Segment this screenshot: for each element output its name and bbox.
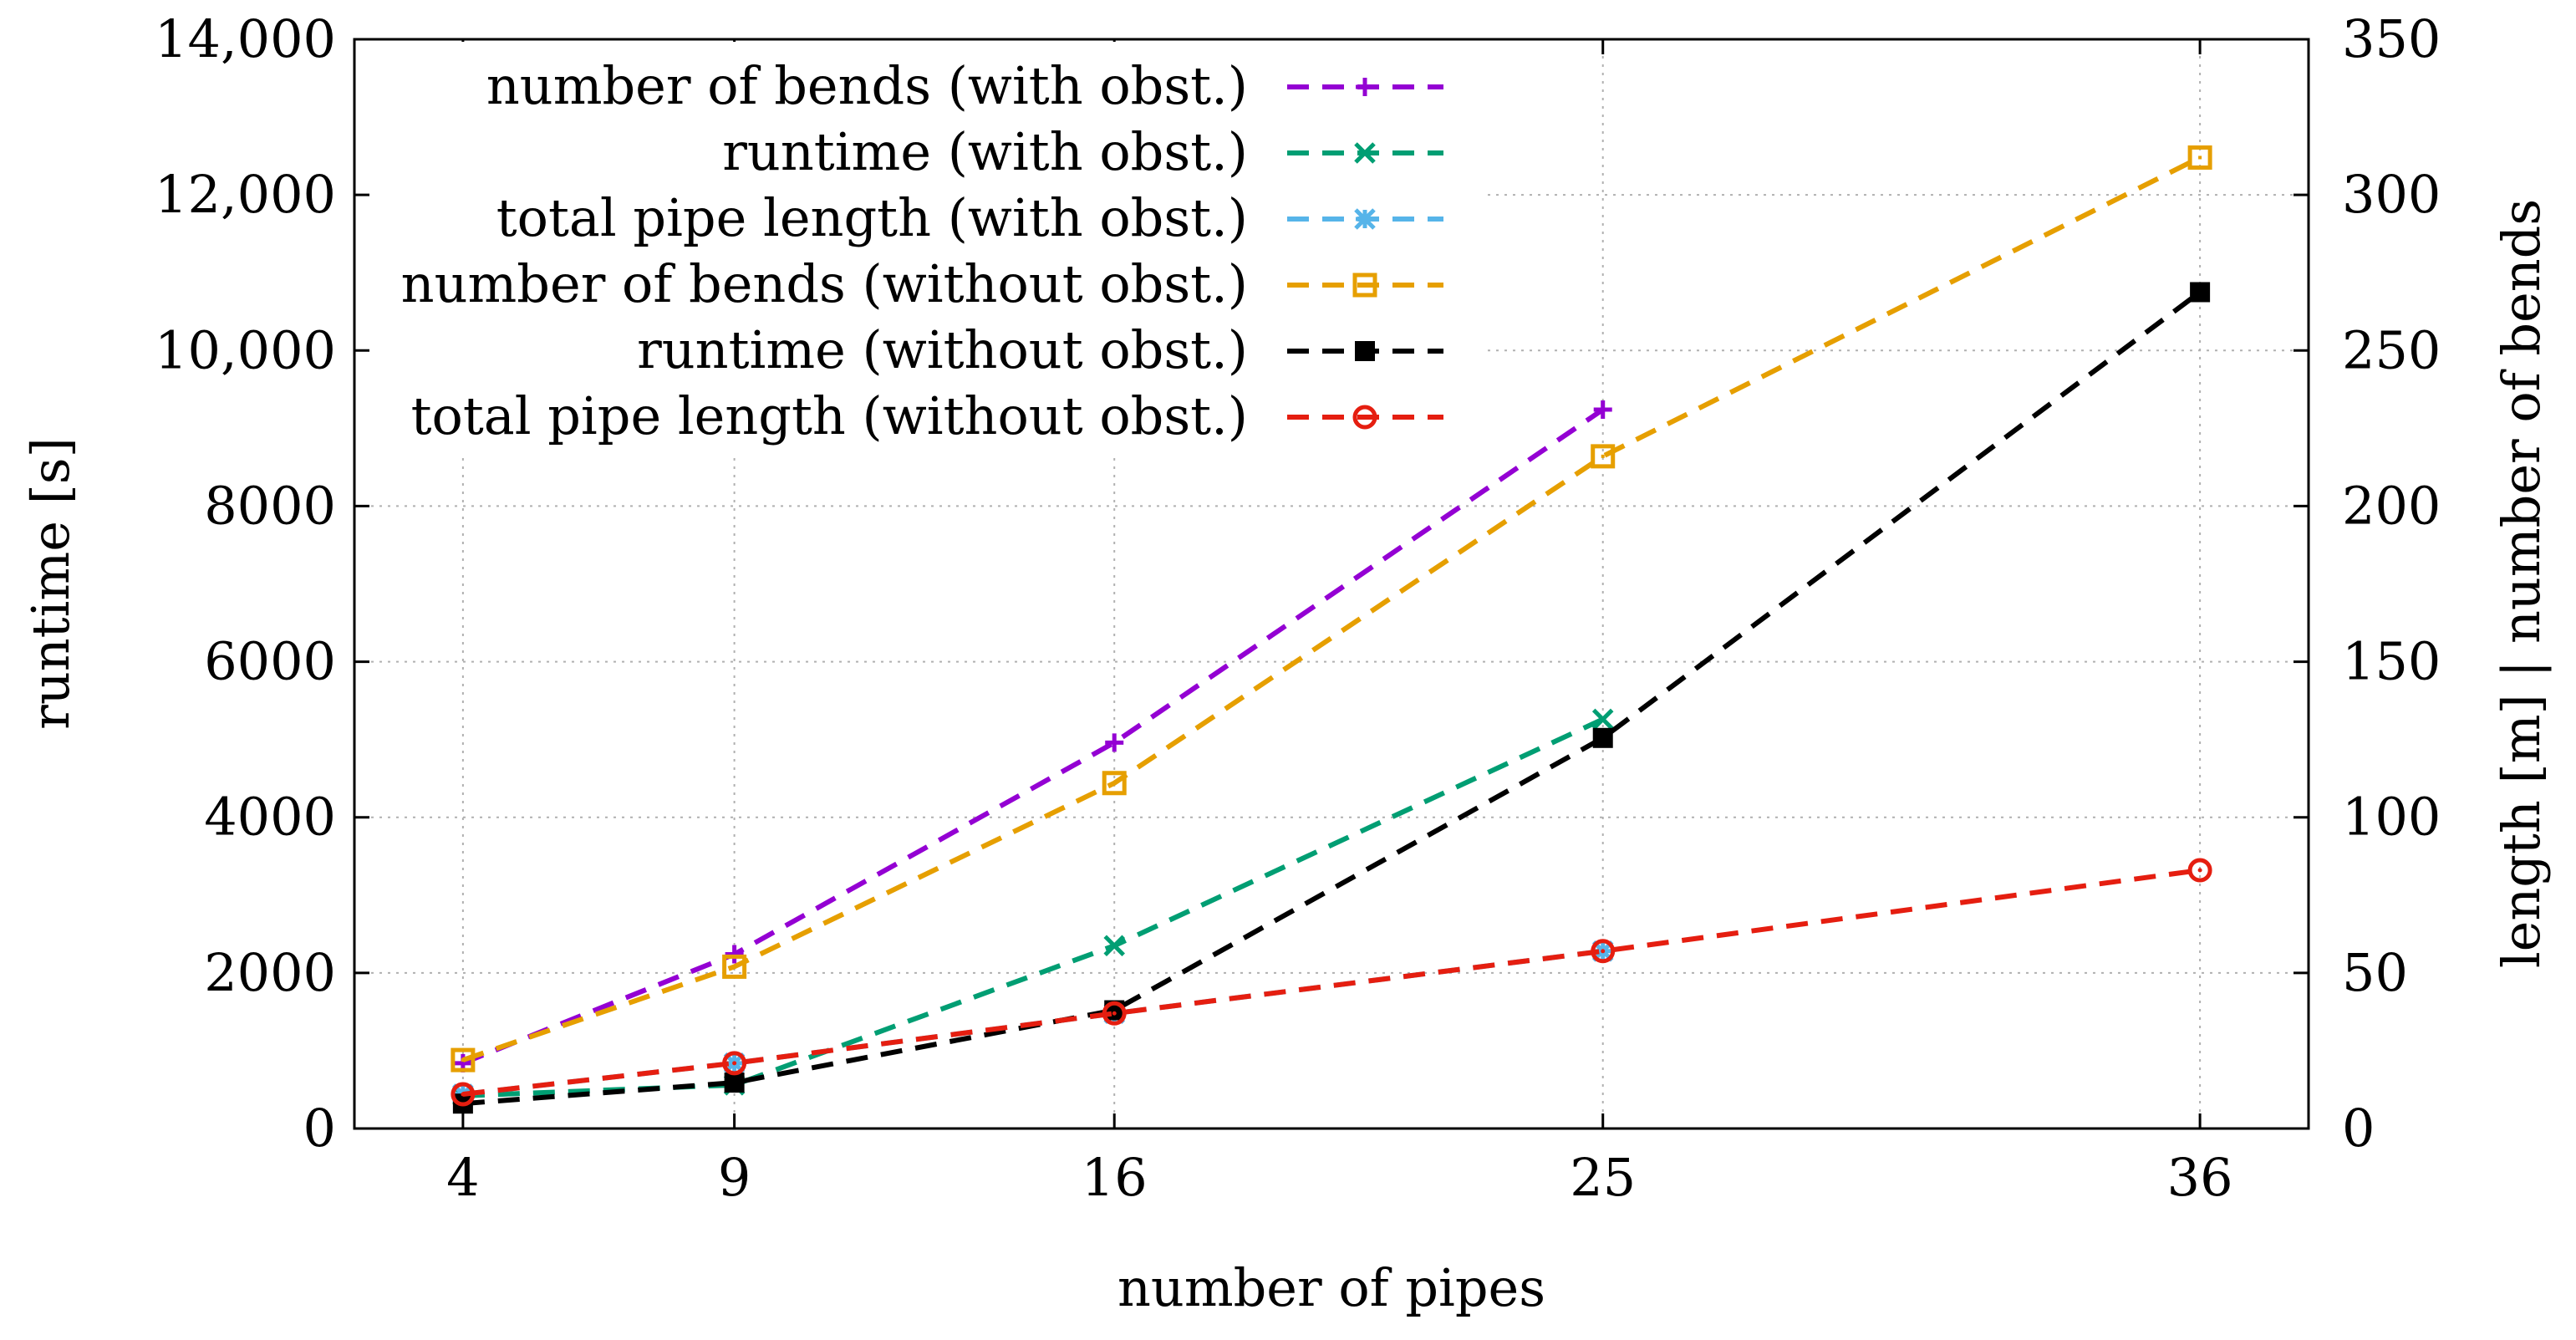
legend-label: runtime (with obst.) xyxy=(722,121,1248,182)
legend-marker xyxy=(1352,273,1377,298)
legend-marker-dot xyxy=(1362,415,1367,420)
data-point-dot xyxy=(461,1092,466,1097)
data-series xyxy=(451,145,2212,1114)
y-axis-label: runtime [s] xyxy=(20,437,81,730)
data-point-dot xyxy=(1112,1011,1117,1016)
data-point-dot xyxy=(732,965,736,969)
data-point xyxy=(451,1047,476,1073)
data-point xyxy=(1103,935,1125,957)
legend-marker xyxy=(1356,78,1374,96)
y2-tick-label: 300 xyxy=(2342,164,2441,225)
data-point-dot xyxy=(732,1061,737,1066)
y2-tick-label: 0 xyxy=(2342,1098,2375,1159)
series-4 xyxy=(451,145,2212,1073)
y-tick-label: 6000 xyxy=(204,631,336,692)
data-point xyxy=(722,954,747,979)
y-tick-label: 0 xyxy=(303,1098,336,1159)
series-6 xyxy=(451,858,2212,1107)
data-point xyxy=(1102,771,1127,796)
legend: number of bends (with obst.)runtime (wit… xyxy=(380,42,1488,458)
legend-label: total pipe length (without obst.) xyxy=(411,385,1248,446)
y2-tick-label: 250 xyxy=(2342,319,2441,380)
data-point xyxy=(722,1051,747,1076)
data-point xyxy=(1105,733,1124,752)
data-point xyxy=(1592,727,1613,748)
data-point xyxy=(2187,858,2212,883)
x-tick-label: 16 xyxy=(1082,1147,1148,1208)
data-point-dot xyxy=(2197,868,2202,873)
y-tick-label: 2000 xyxy=(204,942,336,1003)
series-line xyxy=(462,868,2201,1097)
data-point-dot xyxy=(1112,781,1117,785)
data-point-dot xyxy=(2198,155,2202,160)
legend-background xyxy=(380,42,1488,458)
x-tick-label: 25 xyxy=(1570,1147,1636,1208)
y2-tick-label: 200 xyxy=(2342,475,2441,536)
y2-tick-label: 100 xyxy=(2342,787,2441,848)
legend-label: number of bends (with obst.) xyxy=(486,55,1248,116)
series-line xyxy=(462,290,2202,1107)
y-tick-label: 4000 xyxy=(204,787,336,848)
series-line xyxy=(461,407,1605,1066)
data-point-dot xyxy=(461,1058,465,1062)
data-point xyxy=(2190,282,2211,303)
legend-marker xyxy=(1354,208,1376,230)
data-point-dot xyxy=(1601,454,1605,458)
y2-tick-label: 150 xyxy=(2342,631,2441,692)
axis-ticks: 4 9 16 25 360200040006000800010,00012,00014,… xyxy=(155,8,2441,1208)
series-line xyxy=(462,716,1604,1098)
y2-tick-label: 50 xyxy=(2342,942,2408,1003)
legend-marker-dot xyxy=(1363,283,1367,287)
data-point xyxy=(1591,939,1616,964)
y-tick-label: 14,000 xyxy=(155,8,336,69)
data-point-dot xyxy=(1601,949,1606,954)
y-tick-label: 12,000 xyxy=(155,164,336,225)
data-point xyxy=(725,945,744,964)
x-tick-label: 4 xyxy=(446,1147,479,1208)
data-point xyxy=(1593,400,1612,420)
data-point xyxy=(1591,708,1614,731)
plot-frame xyxy=(353,38,2310,1130)
legend-label: total pipe length (with obst.) xyxy=(496,187,1248,248)
data-point xyxy=(1102,1001,1127,1026)
data-point xyxy=(2187,145,2212,170)
y-tick-label: 8000 xyxy=(204,475,336,536)
data-point xyxy=(724,1073,745,1093)
series-2 xyxy=(452,708,1614,1107)
data-point xyxy=(451,1082,476,1107)
legend-label: runtime (without obst.) xyxy=(637,319,1248,380)
data-point xyxy=(1591,444,1616,469)
legend-marker xyxy=(1354,142,1376,164)
legend-marker xyxy=(1355,341,1375,361)
legend-label: number of bends (without obst.) xyxy=(401,253,1248,314)
y2-axis-label: length [m] | number of bends xyxy=(2491,199,2552,968)
x-tick-label: 36 xyxy=(2167,1147,2233,1208)
legend-marker xyxy=(1352,405,1377,430)
y2-tick-label: 350 xyxy=(2342,8,2441,69)
y-tick-label: 10,000 xyxy=(155,319,336,380)
x-tick-label: 9 xyxy=(718,1147,751,1208)
x-axis-label: number of pipes xyxy=(1117,1257,1545,1318)
